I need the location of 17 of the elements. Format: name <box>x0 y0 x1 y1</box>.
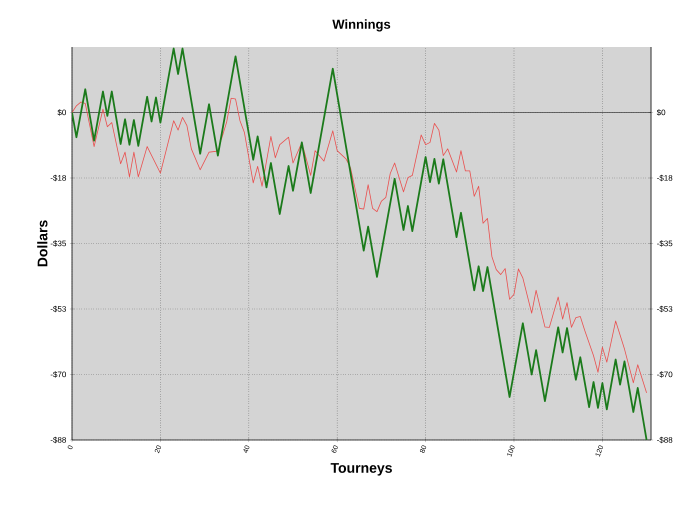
y2-tick-label: -$88 <box>657 436 672 444</box>
y-tick-label: $0 <box>58 109 66 116</box>
chart-title: Winnings <box>332 19 390 32</box>
y2-tick-label: $0 <box>656 109 666 116</box>
y2-tick-label: -$53 <box>657 306 672 312</box>
y-tick-label: -$18 <box>50 174 66 182</box>
y-tick-label: -$53 <box>50 306 66 312</box>
y2-tick-label: -$35 <box>657 240 672 247</box>
x-axis-title: Tourneys <box>330 463 392 476</box>
line-series <box>72 48 648 440</box>
y2-tick-label: -$18 <box>657 174 672 182</box>
y-axis-title: Dollars <box>37 220 48 266</box>
y-tick-label: -$35 <box>50 240 66 247</box>
y-tick-label: -$70 <box>50 371 66 378</box>
line-series <box>72 98 647 394</box>
y-tick-label: -$88 <box>50 436 66 444</box>
y2-tick-label: -$70 <box>657 371 672 378</box>
